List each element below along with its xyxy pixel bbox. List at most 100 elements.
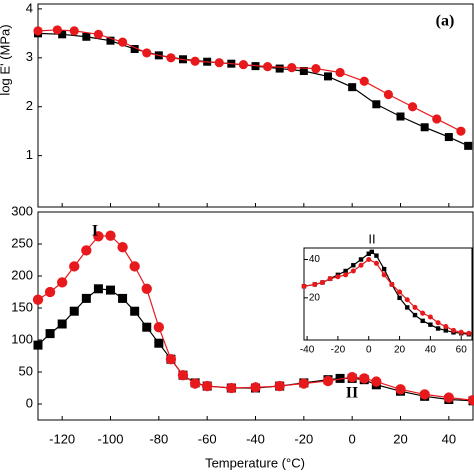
square-marker [443,328,448,333]
y-tick-label: 200 [11,267,33,282]
circle-marker [366,256,372,263]
square-marker [58,30,67,39]
x-tick-label: -80 [149,431,168,446]
circle-marker [319,279,326,286]
circle-marker [44,286,56,298]
y-tick-label: 0 [26,395,33,410]
square-marker [428,322,433,327]
circle-marker [69,261,80,272]
circle-marker [250,382,261,393]
circle-marker [456,126,466,136]
square-marker [358,257,364,262]
x-tick-label: -20 [294,431,313,446]
y-tick-label: 2 [26,98,33,113]
circle-marker [117,242,128,253]
inset-frame [303,247,473,341]
x-tick-label: 0 [366,345,372,356]
circle-marker [322,375,334,387]
square-marker [130,306,140,316]
square-marker [299,67,308,76]
square-marker [381,266,387,272]
square-marker [106,285,115,295]
circle-marker [142,48,152,58]
x-tick-label: 0 [349,431,356,446]
square-marker [464,141,473,150]
square-marker [45,329,55,339]
circle-marker [262,62,273,72]
annotation: II [346,385,358,402]
square-marker [343,268,348,274]
circle-marker [33,26,43,36]
circle-marker [52,25,62,35]
series-line [303,258,469,334]
x-tick-label: 40 [442,431,456,446]
square-marker [444,133,453,142]
circle-marker [214,58,224,68]
y-tick-label: 4 [26,0,33,15]
x-tick-label: -20 [331,345,346,356]
square-marker [420,318,425,324]
square-marker [420,123,429,132]
circle-marker [443,392,455,403]
square-marker [348,83,357,92]
circle-marker [226,382,237,394]
circle-marker [359,76,369,86]
y-tick-label: 20 [309,292,321,303]
square-marker [57,319,67,329]
square-marker [154,338,164,348]
y-axis-label: log E' (MPa) [0,24,12,95]
x-tick-label: 20 [394,345,406,356]
annotation: I [92,223,98,240]
circle-marker [389,281,395,287]
square-marker [435,326,441,331]
circle-marker [105,230,116,241]
square-marker [372,100,381,109]
circle-marker [56,277,68,288]
x-tick-label: -120 [49,431,75,446]
circle-marker [395,384,406,395]
square-marker [366,251,371,256]
circle-marker [189,378,201,389]
y-tick-label: 150 [11,299,33,314]
circle-marker [274,380,285,392]
square-marker [396,112,405,121]
circle-marker [450,327,457,333]
circle-marker [298,378,310,389]
circle-marker [129,261,140,272]
circle-marker [466,330,472,336]
circle-marker [238,60,249,70]
square-marker [33,340,43,350]
circle-marker [412,304,418,310]
plot-frame [37,3,474,208]
circle-marker [301,283,307,289]
circle-marker [343,272,349,278]
circle-marker [467,394,474,406]
square-marker [275,64,284,73]
circle-marker [287,62,297,73]
circle-marker [383,89,394,100]
square-marker [142,322,152,332]
circle-marker [373,260,379,266]
circle-marker [443,324,449,330]
circle-marker [420,310,426,316]
circle-marker [177,370,189,381]
circle-marker [69,26,79,36]
annotation: (a) [436,13,455,30]
circle-marker [432,114,442,124]
circle-marker [350,268,356,274]
circle-marker [141,283,152,294]
circle-marker [311,63,321,74]
y-tick-label: 3 [26,49,33,64]
square-marker [82,32,91,41]
circle-marker [358,262,364,268]
square-marker [369,249,375,255]
square-marker [351,263,356,268]
circle-marker [397,289,403,295]
circle-marker [435,320,441,326]
y-tick-label: 250 [11,235,33,250]
square-marker [118,293,128,303]
square-marker [374,253,379,258]
square-marker [335,373,345,383]
circle-marker [381,272,387,278]
